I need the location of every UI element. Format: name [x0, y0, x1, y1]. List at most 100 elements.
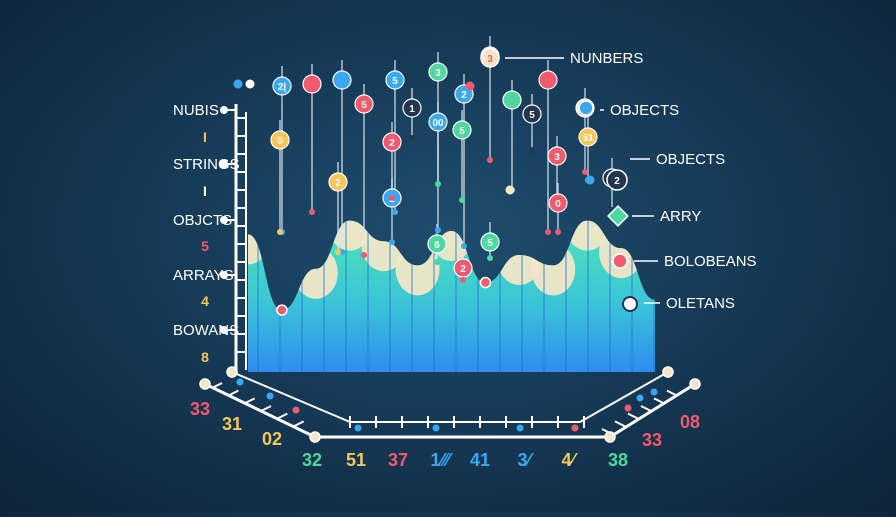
floating-dot — [543, 79, 553, 89]
left-label: 4 — [201, 293, 209, 309]
legend-group: 3 NUNBERS OBJECTS 2 OBJECTS ARRY BOLOBEANS OLET… — [480, 48, 757, 312]
axis-accent-dot — [636, 394, 644, 402]
legend-label: ARRY — [660, 208, 701, 225]
axis-accent-dot — [266, 392, 274, 400]
drop-end-dot — [461, 243, 467, 249]
floor-left-tick — [227, 389, 239, 397]
left-label: 5 — [201, 238, 209, 254]
drop-bead — [272, 76, 292, 96]
floating-dot — [233, 79, 243, 89]
x-tick-label: 31 — [222, 414, 242, 434]
x-tick-labels-group: 33 31 02 32 51 37 1⁄⁄⁄ 41 3⁄ 4⁄ 38 33 08 — [190, 399, 700, 470]
drop-bead-label: 0 — [277, 136, 283, 147]
drop-bead — [270, 130, 290, 150]
drop-bead — [548, 193, 568, 213]
drop-end-dot — [582, 169, 588, 175]
legend-marker — [606, 169, 628, 191]
axis-accent-dot — [624, 404, 632, 412]
left-label: I — [203, 129, 207, 145]
legend-marker-label: 3 — [487, 54, 493, 65]
drop-end-dot — [335, 249, 341, 255]
drop-markers-group: 2|533(b)0251250053512025622 — [233, 36, 622, 283]
drop-bead — [480, 232, 500, 252]
drop-bead-label: 2 — [461, 90, 467, 101]
drop-bead-label: 2 — [460, 264, 466, 275]
drop-end-dot — [487, 255, 493, 261]
floor-left-tick — [260, 405, 272, 412]
peak-cap — [599, 226, 644, 279]
legend-label: NUNBERS — [570, 50, 643, 67]
floor-right-tick — [653, 397, 665, 405]
drop-end-dot — [389, 195, 395, 201]
drop-bead — [578, 127, 598, 147]
drop-bead — [428, 62, 448, 82]
left-label-node — [220, 326, 228, 334]
axis-corner-node — [689, 378, 701, 390]
drop-end-dot — [309, 209, 315, 215]
axis-accent-dot — [432, 424, 440, 432]
drop-bead-label: 1 — [409, 104, 415, 115]
drop-bead-label: 5 — [392, 76, 398, 87]
drop-bead — [332, 70, 352, 90]
left-label: BOWANS — [173, 322, 239, 339]
legend-label: BOLOBEANS — [664, 253, 757, 270]
drop-bead-label: 5 — [361, 100, 367, 111]
drop-end-dot — [435, 227, 441, 233]
drop-end-dot — [435, 181, 441, 187]
legend-marker — [480, 48, 500, 68]
drop-bead-label: 3 — [554, 152, 560, 163]
axis-accent-dot — [516, 424, 524, 432]
drop-end-dot — [392, 209, 398, 215]
drop-end-dot — [459, 197, 465, 203]
drop-end-dot — [389, 239, 395, 245]
legend-label: OBJECTS — [610, 102, 679, 119]
axis-accent-dot — [650, 388, 658, 396]
drop-end-dot — [277, 229, 283, 235]
drop-bead-label: 2 — [389, 138, 395, 149]
drop-end-dot — [529, 147, 535, 153]
drop-end-dot — [409, 135, 415, 141]
drop-bead — [402, 98, 422, 118]
x-tick-label: 3⁄ — [517, 450, 534, 470]
drop-bead — [354, 94, 374, 114]
x-tick-label: 37 — [388, 450, 408, 470]
drop-bead-label: 00 — [432, 118, 444, 129]
x-tick-label: 32 — [302, 450, 322, 470]
legend-marker — [578, 100, 594, 116]
x-tick-label: 41 — [470, 450, 490, 470]
floor-left-tick — [276, 412, 288, 420]
axis-corner-node — [604, 431, 616, 443]
drop-bead — [502, 90, 522, 110]
area-group — [248, 220, 655, 372]
axis-corner-node — [226, 366, 238, 378]
axes-group — [199, 104, 701, 443]
legend-marker — [607, 205, 629, 227]
floor-left-edge — [204, 382, 316, 439]
floor-right-tick — [627, 412, 639, 420]
drop-bead — [427, 234, 447, 254]
floor-left-tick — [293, 420, 305, 428]
legend-marker-label: 2 — [614, 176, 620, 187]
floor-back-left-edge — [231, 371, 351, 423]
legend-marker — [612, 253, 628, 269]
drop-end-dot — [460, 277, 466, 283]
drop-bead-label: 2| — [278, 82, 287, 93]
drop-bead — [302, 74, 322, 94]
axis-accent-dot — [292, 406, 300, 414]
drop-bead — [328, 172, 348, 192]
drop-bead — [385, 70, 405, 90]
peak-cap — [327, 220, 372, 251]
floor-left-tick — [211, 382, 223, 389]
drop-end-dot — [555, 229, 561, 235]
legend-label: OBJECTS — [656, 151, 725, 168]
axis-accent-dot — [571, 424, 579, 432]
x-tick-label: 1⁄⁄⁄ — [430, 450, 453, 470]
legend-label: OLETANS — [666, 295, 735, 312]
axis-corner-node — [662, 366, 674, 378]
drop-bead-label: 51 — [582, 133, 594, 144]
floor-right-tick — [640, 405, 652, 412]
left-label: I — [203, 183, 207, 199]
x-tick-label: 08 — [680, 412, 700, 432]
